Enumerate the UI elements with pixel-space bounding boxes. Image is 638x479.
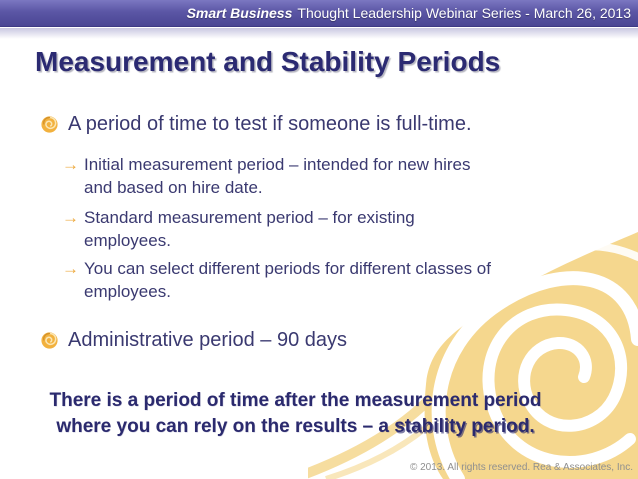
bullet-item: A period of time to test if someone is f… bbox=[40, 113, 472, 136]
sub-bullet-line: You can select different periods for dif… bbox=[84, 259, 491, 278]
sub-bullet-item: → Initial measurement period – intended … bbox=[62, 153, 471, 199]
sub-bullet-line: and based on hire date. bbox=[84, 178, 263, 197]
arrow-icon: → bbox=[62, 155, 79, 174]
arrow-icon: → bbox=[62, 208, 79, 227]
sub-bullet-line: employees. bbox=[84, 282, 171, 301]
statement-line: There is a period of time after the meas… bbox=[49, 390, 542, 411]
sub-bullet-line: Initial measurement period – intended fo… bbox=[84, 155, 471, 174]
bullet-text: Administrative period – 90 days bbox=[68, 329, 348, 351]
statement-line-prefix: where you can rely on the results – a bbox=[56, 416, 395, 437]
statement-emphasis: stability period. bbox=[394, 416, 535, 437]
header-bar: Smart Business Thought Leadership Webina… bbox=[0, 0, 638, 27]
sub-bullet-text: Initial measurement period – intended fo… bbox=[84, 153, 471, 199]
statement-line: where you can rely on the results – a st… bbox=[8, 414, 583, 440]
header-shadow bbox=[0, 28, 638, 39]
swirl-bullet-icon bbox=[41, 332, 58, 349]
sub-bullet-item: → You can select different periods for d… bbox=[62, 257, 491, 303]
bullet-item: Administrative period – 90 days bbox=[40, 329, 347, 352]
swirl-bullet-icon bbox=[41, 116, 58, 133]
sub-bullet-line: employees. bbox=[84, 231, 171, 250]
slide-title: Measurement and Stability Periods bbox=[35, 46, 501, 77]
sub-bullet-text: You can select different periods for dif… bbox=[84, 257, 491, 303]
sub-bullet-text: Standard measurement period – for existi… bbox=[84, 206, 415, 252]
header-brand-text: Smart Business bbox=[186, 5, 293, 21]
sub-bullet-line: Standard measurement period – for existi… bbox=[84, 208, 415, 227]
copyright-text: © 2013. All rights reserved. Rea & Assoc… bbox=[409, 462, 633, 473]
swirl-graphic bbox=[308, 232, 638, 479]
arrow-icon: → bbox=[62, 259, 79, 278]
sub-bullet-item: → Standard measurement period – for exis… bbox=[62, 206, 415, 252]
header-title-text: Thought Leadership Webinar Series - Marc… bbox=[297, 5, 631, 21]
bullet-text: A period of time to test if someone is f… bbox=[68, 113, 472, 135]
closing-statement: There is a period of time after the meas… bbox=[8, 388, 583, 440]
